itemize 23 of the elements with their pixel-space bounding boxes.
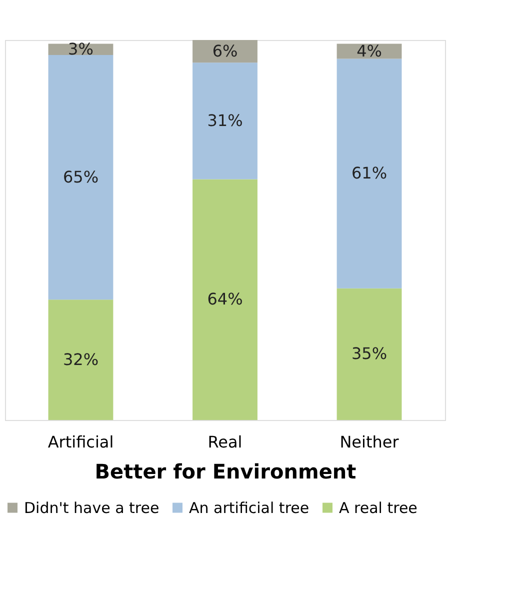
data-label: 65%	[62, 167, 99, 186]
bar	[48, 55, 114, 300]
data-label: 61%	[351, 164, 388, 183]
data-label: 6%	[212, 41, 238, 60]
bar	[336, 58, 402, 288]
legend-label: An artificial tree	[189, 498, 310, 517]
x-tick-label: Neither	[340, 432, 400, 452]
data-label: 3%	[68, 39, 94, 58]
bar	[192, 40, 258, 63]
data-label: 31%	[207, 110, 243, 130]
data-label: 64%	[207, 290, 243, 309]
data-label: 4%	[356, 41, 382, 60]
data-label: 35%	[351, 344, 388, 364]
bar	[192, 179, 258, 420]
legend-label: Didn't have a tree	[24, 498, 160, 517]
x-tick-label: Real	[208, 432, 242, 452]
x-tick-label: Artificial	[48, 432, 114, 452]
bar	[192, 62, 258, 180]
data-label: 32%	[62, 350, 99, 369]
x-axis-title: Better for Environment	[94, 460, 357, 484]
legend-label: A real tree	[339, 498, 418, 517]
bar	[48, 300, 114, 420]
bar	[336, 288, 402, 420]
